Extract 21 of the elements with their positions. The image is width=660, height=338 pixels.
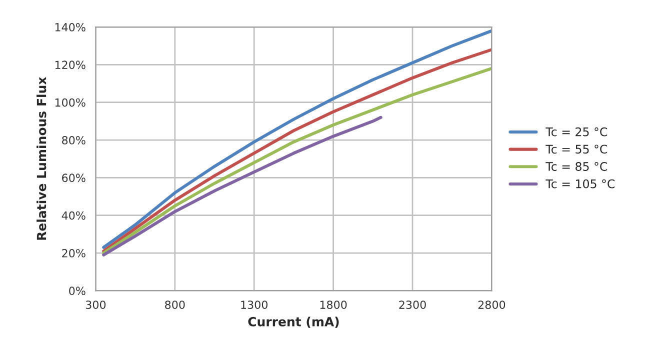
x-axis-title: Current (mA) — [248, 316, 339, 328]
y-tick-label: 60% — [62, 174, 86, 182]
y-tick-label: 20% — [62, 248, 86, 258]
legend-label: Tc = 105 °C — [546, 179, 615, 188]
x-tick-label: 1300 — [241, 300, 268, 310]
legend-label: Tc = 55 °C — [546, 144, 608, 154]
y-tick-label: 140% — [55, 23, 86, 32]
line-series — [102, 116, 382, 256]
y-tick-label: 100% — [55, 98, 86, 107]
x-tick-label: 300 — [86, 300, 106, 310]
y-tick-label: 0% — [69, 286, 86, 296]
y-tick-label: 40% — [62, 211, 86, 220]
legend-label: Tc = 25 °C — [546, 127, 608, 136]
y-tick-label: 120% — [55, 60, 86, 70]
y-tick-label: 80% — [62, 136, 86, 144]
x-tick-label: 2300 — [399, 300, 426, 310]
x-tick-label: 2800 — [478, 300, 506, 310]
y-axis-title: Relative Luminous Flux — [36, 76, 46, 240]
legend-label: Tc = 85 °C — [546, 162, 608, 171]
x-tick-label: 1800 — [320, 300, 347, 310]
x-tick-label: 800 — [165, 300, 185, 310]
